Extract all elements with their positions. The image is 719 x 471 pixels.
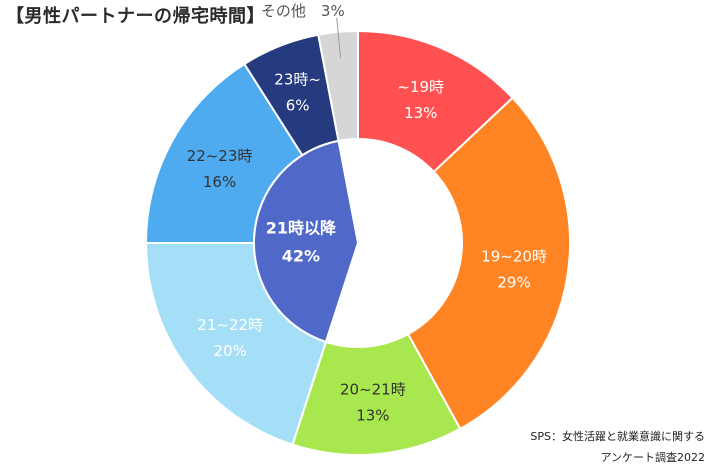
- slice-7: [317, 29, 359, 143]
- slice-value-6: 6%: [286, 97, 310, 115]
- slice-1: [357, 29, 514, 174]
- slice-value-4: 20%: [214, 342, 247, 360]
- slice-label-1: ~19時: [397, 78, 444, 96]
- group-label: 21時以降: [266, 218, 337, 237]
- source-note-line1: SPS：女性活躍と就業意識に関する: [530, 430, 705, 443]
- leader-line-7: [336, 17, 341, 58]
- slice-label-3: 20~21時: [340, 380, 406, 398]
- slice-value-3: 13%: [356, 406, 389, 424]
- slice-label-6: 23時~: [274, 71, 321, 89]
- slice-label-2: 19~20時: [481, 248, 547, 266]
- slice-label-4: 21~22時: [197, 316, 263, 334]
- slice-label-5: 22~23時: [187, 147, 253, 165]
- group-value: 42%: [282, 246, 320, 265]
- slice-label-7: その他 3%: [261, 2, 345, 20]
- chart-title: 【男性パートナーの帰宅時間】: [6, 6, 265, 27]
- slice-value-2: 29%: [497, 274, 530, 292]
- slice-value-1: 13%: [404, 104, 437, 122]
- source-note-line2: アンケート調査2022: [600, 451, 705, 464]
- group-sector: [253, 139, 360, 344]
- slice-3: [291, 332, 462, 456]
- slice-2: [406, 96, 571, 431]
- slice-value-5: 16%: [203, 173, 236, 191]
